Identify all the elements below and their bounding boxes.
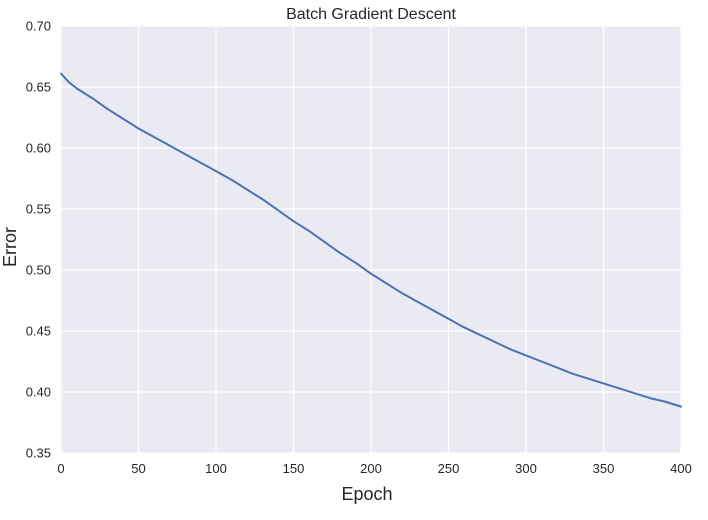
x-tick-label: 250 bbox=[438, 461, 460, 476]
tick-labels: 0 50 100 150 200 250 300 350 400 0.35 0.40 0.45 0.50… bbox=[26, 19, 692, 477]
x-tick-label: 150 bbox=[283, 461, 305, 476]
series-layer bbox=[60, 72, 682, 408]
y-tick-label: 0.65 bbox=[26, 80, 51, 95]
y-tick-label: 0.70 bbox=[26, 19, 51, 34]
x-tick-label: 200 bbox=[360, 461, 382, 476]
x-tick-label: 400 bbox=[670, 461, 692, 476]
y-tick-label: 0.35 bbox=[26, 446, 51, 461]
x-tick-label: 50 bbox=[131, 461, 145, 476]
y-tick-label: 0.50 bbox=[26, 263, 51, 278]
y-axis-label: Error bbox=[0, 227, 20, 267]
y-tick-label: 0.55 bbox=[26, 202, 51, 217]
grid-lines bbox=[60, 25, 682, 454]
y-tick-label: 0.40 bbox=[26, 385, 51, 400]
chart-title: Batch Gradient Descent bbox=[286, 6, 456, 23]
series-line bbox=[60, 72, 682, 408]
y-tick-label: 0.60 bbox=[26, 141, 51, 156]
y-tick-label: 0.45 bbox=[26, 324, 51, 339]
x-tick-label: 350 bbox=[593, 461, 615, 476]
x-tick-label: 100 bbox=[205, 461, 227, 476]
x-axis-label: Epoch bbox=[341, 484, 392, 504]
x-tick-label: 300 bbox=[515, 461, 537, 476]
x-tick-label: 0 bbox=[57, 461, 64, 476]
